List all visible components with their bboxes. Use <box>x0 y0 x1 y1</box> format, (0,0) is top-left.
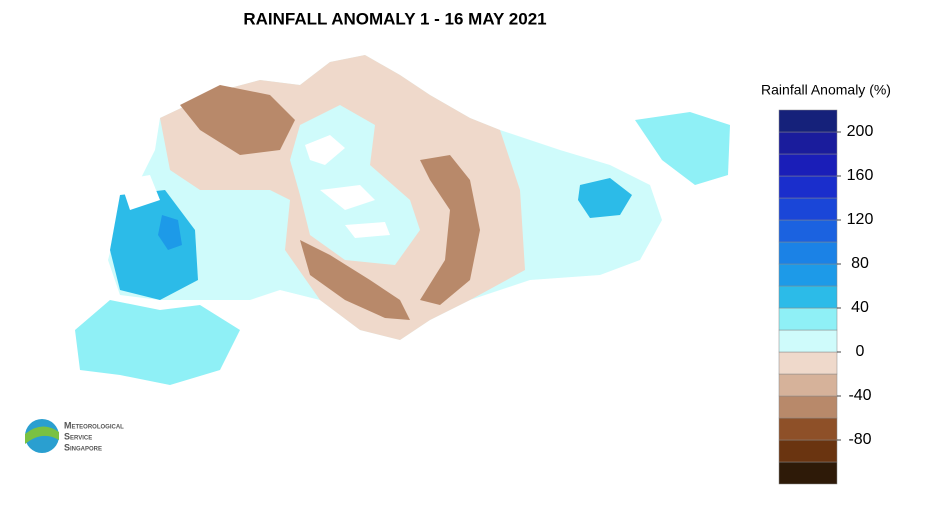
legend-swatch <box>778 109 838 133</box>
legend-swatch <box>778 395 838 419</box>
legend-title: Rainfall Anomaly (%) <box>761 82 891 98</box>
legend-swatch <box>778 439 838 463</box>
island-south <box>75 300 240 385</box>
legend-tick-label: 120 <box>847 211 874 228</box>
legend-swatch <box>778 417 838 441</box>
dry-nw <box>180 85 295 155</box>
legend-swatch <box>778 219 838 243</box>
wet-east <box>578 178 632 218</box>
logo-text: Service <box>64 431 92 441</box>
logo-text: Meteorological <box>64 420 124 430</box>
dry-south <box>300 240 410 320</box>
legend-tick-label: 200 <box>847 123 874 140</box>
legend-tick-label: -40 <box>848 387 871 404</box>
wet-west <box>110 190 198 300</box>
legend-swatch <box>778 285 838 309</box>
legend-swatch <box>778 351 838 375</box>
legend-swatch <box>778 263 838 287</box>
legend-tick-label: 80 <box>851 255 869 272</box>
legend-swatch <box>778 153 838 177</box>
legend-tick-label: 160 <box>847 167 874 184</box>
island-east <box>635 112 730 185</box>
map <box>75 55 730 385</box>
legend-swatch <box>778 175 838 199</box>
legend-swatch <box>778 241 838 265</box>
legend-swatch <box>778 131 838 155</box>
dry-ne <box>420 155 480 305</box>
legend-swatch <box>778 373 838 397</box>
map-title: RAINFALL ANOMALY 1 - 16 MAY 2021 <box>243 9 546 28</box>
legend-tick-label: 0 <box>856 343 865 360</box>
legend-swatch <box>778 307 838 331</box>
logo-swoosh <box>25 426 59 444</box>
legend: 200 160 120 80 40 0 -40 -80 <box>778 109 874 485</box>
legend-tick-label: -80 <box>848 431 871 448</box>
logo: Meteorological Service Singapore <box>25 419 124 453</box>
legend-tick-label: 40 <box>851 299 869 316</box>
wet-west-core <box>158 215 182 250</box>
legend-swatch <box>778 461 838 485</box>
legend-swatch <box>778 197 838 221</box>
reservoirs <box>120 135 390 238</box>
logo-text: Singapore <box>64 442 102 452</box>
legend-swatch <box>778 329 838 353</box>
